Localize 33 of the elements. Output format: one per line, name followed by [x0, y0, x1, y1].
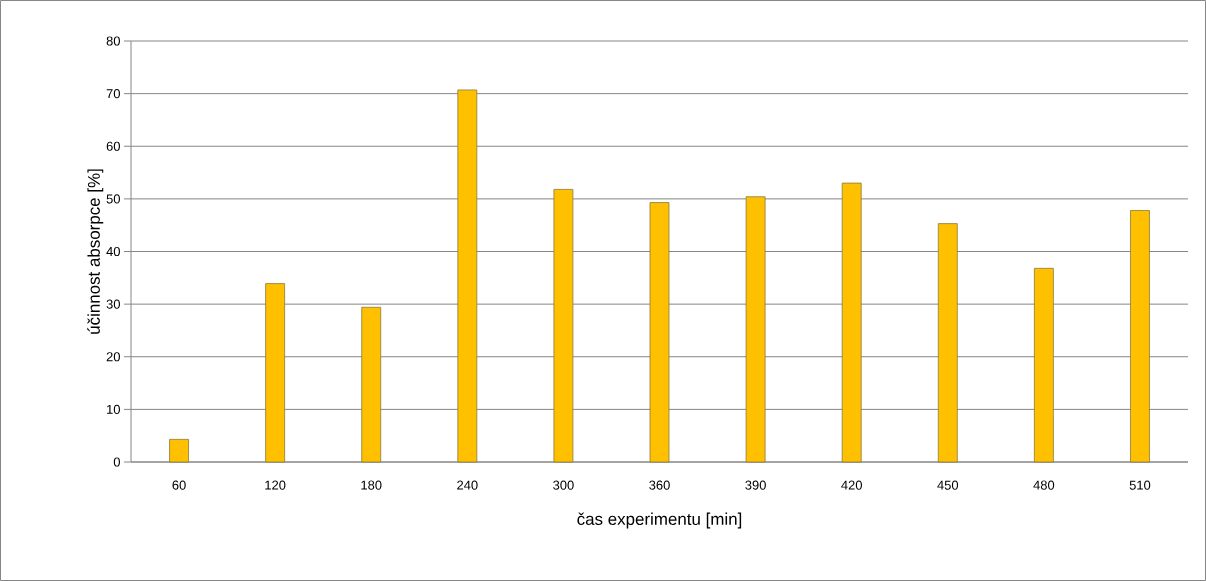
y-tick-label: 30 — [106, 299, 120, 309]
y-tick-label: 50 — [106, 194, 120, 204]
bar — [265, 283, 286, 463]
y-tick-label: 70 — [106, 89, 120, 99]
y-tick-label: 80 — [106, 36, 120, 46]
x-axis-title: čas experimentu [min] — [577, 512, 742, 529]
x-tick-label: 450 — [937, 480, 959, 490]
x-tick-label: 390 — [745, 480, 766, 490]
x-tick-label: 60 — [172, 480, 186, 490]
x-tick-label: 510 — [1129, 480, 1151, 490]
bar — [1033, 267, 1054, 463]
bar — [169, 438, 189, 463]
y-tick-label: 0 — [113, 457, 120, 467]
y-axis-title: účinnost absorpce [%] — [87, 169, 104, 334]
x-tick-label: 300 — [553, 480, 574, 490]
bar — [1130, 210, 1150, 463]
y-tick-label: 20 — [106, 352, 120, 362]
x-tick-label: 120 — [265, 480, 286, 490]
x-tick-label: 180 — [361, 480, 382, 490]
x-tick-label: 360 — [649, 480, 670, 490]
bar — [649, 202, 670, 463]
bar — [361, 306, 382, 463]
bar — [841, 182, 862, 463]
y-tick-label: 10 — [107, 404, 120, 414]
x-tick-label: 420 — [841, 480, 862, 490]
y-tick-label: 60 — [106, 141, 120, 151]
y-tick-label: 40 — [106, 246, 120, 257]
x-tick-label: 480 — [1033, 480, 1055, 490]
x-tick-label: 240 — [457, 480, 478, 490]
bar — [457, 89, 478, 463]
bar — [937, 223, 958, 463]
bar — [553, 189, 574, 463]
bar — [745, 196, 766, 463]
